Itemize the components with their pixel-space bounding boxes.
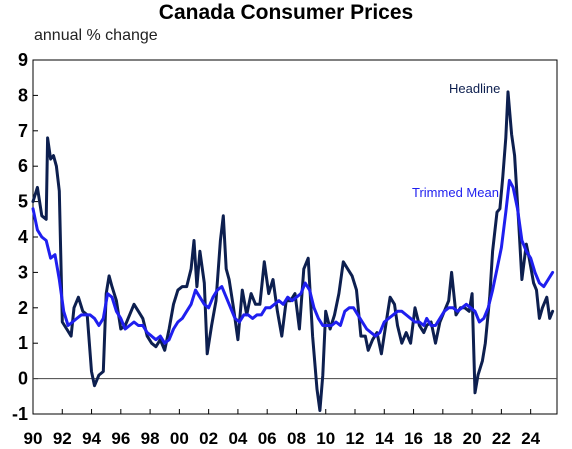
x-tick-label: 98 [141,429,160,448]
x-tick-label: 00 [170,429,189,448]
series-lines [31,90,555,412]
y-axis: -1 0 1 2 3 4 5 6 7 8 9 [12,50,557,424]
y-tick-label: 9 [18,50,28,70]
y-tick-label: 5 [18,192,28,212]
x-tick-label: 24 [521,429,540,448]
y-tick-label: 2 [18,298,28,318]
y-tick-label: -1 [12,404,28,424]
series-label-trimmed-mean: Trimmed Mean [412,185,499,200]
plot-frame [32,59,558,415]
x-tick-label: 16 [404,429,423,448]
y-tick-label: 8 [18,85,28,105]
x-tick-label: 96 [111,429,130,448]
series-label-headline: Headline [449,81,500,96]
x-tick-label: 90 [24,429,43,448]
y-tick-label: 7 [18,121,28,141]
x-axis: 90 92 94 96 98 00 02 04 06 08 10 12 14 16 18 20 22 24 [24,409,541,448]
series-line-headline [31,90,555,412]
chart-subtitle: annual % change [34,27,158,44]
x-tick-label: 94 [82,429,101,448]
x-tick-label: 20 [463,429,482,448]
x-tick-label: 12 [346,429,365,448]
x-tick-label: 10 [316,429,335,448]
x-tick-label: 14 [375,429,394,448]
y-tick-label: 0 [18,369,28,389]
chart-title: Canada Consumer Prices [158,1,414,24]
series-labels: Headline Trimmed Mean [412,81,500,200]
x-tick-label: 22 [492,429,511,448]
y-tick-label: 4 [18,227,28,247]
x-tick-label: 18 [433,429,452,448]
y-tick-label: 6 [18,156,28,176]
x-tick-label: 92 [53,429,72,448]
y-tick-label: 1 [18,333,28,353]
series-line-trimmed-mean [31,178,555,345]
x-tick-label: 04 [228,429,247,448]
y-tick-label: 3 [18,262,28,282]
x-tick-label: 06 [258,429,277,448]
x-tick-label: 02 [199,429,218,448]
x-tick-label: 08 [287,429,306,448]
